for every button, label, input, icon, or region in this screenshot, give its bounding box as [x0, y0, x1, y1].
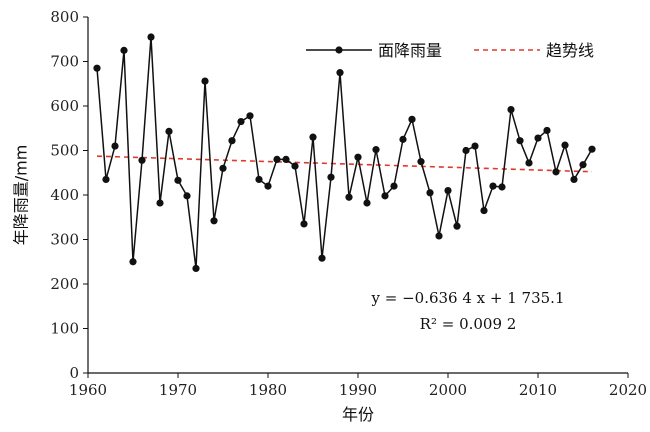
trend-line-layer — [96, 155, 593, 173]
rainfall-point — [399, 135, 407, 143]
x-tick-label: 1960 — [69, 381, 107, 399]
rainfall-point — [408, 115, 416, 123]
rainfall-point — [192, 264, 200, 273]
y-tick-label: 400 — [50, 186, 79, 204]
rainfall-point — [570, 175, 578, 184]
rainfall-point — [102, 175, 110, 184]
y-tick-label: 700 — [50, 53, 79, 71]
rainfall-point — [264, 182, 272, 190]
rainfall-point — [507, 105, 515, 114]
y-tick-label: 500 — [50, 142, 79, 160]
legend-label: 趋势线 — [546, 41, 594, 60]
rainfall-point — [336, 69, 344, 77]
rainfall-point — [147, 33, 155, 41]
rainfall-point — [273, 155, 281, 163]
rainfall-point — [462, 146, 470, 155]
rainfall-point — [480, 206, 488, 215]
rainfall-point — [246, 112, 254, 120]
y-tick-label: 300 — [50, 231, 79, 249]
rainfall-point — [120, 46, 128, 54]
rainfall-point — [435, 232, 443, 240]
x-tick-label: 1970 — [159, 381, 197, 399]
rainfall-point — [183, 192, 191, 200]
rainfall-point — [201, 77, 209, 85]
y-tick-label: 800 — [50, 8, 79, 26]
rainfall-point — [471, 142, 479, 150]
x-tick-label: 1990 — [339, 381, 377, 399]
rainfall-point — [516, 137, 524, 145]
rainfall-point — [381, 192, 389, 200]
rainfall-point — [237, 117, 245, 126]
rainfall-point — [165, 127, 173, 135]
legend: 面降雨量 趋势线 — [306, 41, 594, 60]
rainfall-point — [174, 176, 182, 184]
rainfall-point — [111, 142, 119, 150]
axes: 0 100 200 300 400 500 600 700 800 1960 1970 1980 199… — [50, 8, 647, 399]
rainfall-point — [444, 186, 452, 195]
rainfall-point — [282, 155, 290, 163]
y-tick-label: 200 — [50, 275, 79, 293]
rainfall-point — [543, 126, 551, 135]
rainfall-point — [228, 137, 236, 145]
rainfall-point — [318, 254, 326, 262]
regression-equation: y = −0.636 4 x + 1 735.1 — [371, 289, 565, 307]
rainfall-point — [138, 156, 146, 164]
rainfall-point — [129, 258, 137, 266]
rainfall-point — [327, 173, 335, 181]
regression-annotation: y = −0.636 4 x + 1 735.1 R² = 0.009 2 — [371, 289, 565, 333]
y-tick-label: 100 — [50, 320, 79, 338]
y-tick-label: 600 — [50, 97, 79, 115]
rainfall-point — [552, 168, 560, 176]
rainfall-series-layer — [93, 33, 596, 273]
rainfall-point — [498, 183, 506, 191]
rainfall-point — [363, 199, 371, 207]
rainfall-point — [255, 175, 263, 184]
rainfall-point — [561, 141, 569, 149]
rainfall-point — [588, 145, 596, 153]
rainfall-point — [291, 162, 299, 170]
rainfall-point — [534, 134, 542, 142]
rainfall-point — [390, 182, 398, 190]
rainfall-point — [354, 153, 362, 161]
rainfall-point — [372, 146, 380, 154]
x-tick-label: 2000 — [429, 381, 467, 399]
rainfall-point — [210, 217, 218, 225]
legend-label: 面降雨量 — [378, 41, 442, 60]
y-tick-label: 0 — [69, 364, 79, 382]
rainfall-point — [453, 222, 461, 230]
rainfall-point — [426, 189, 434, 197]
x-tick-label: 2010 — [519, 381, 557, 399]
r-squared: R² = 0.009 2 — [420, 315, 517, 333]
rainfall-point — [489, 182, 497, 190]
legend-marker-swatch — [335, 46, 343, 54]
rainfall-point — [309, 133, 317, 141]
rainfall-point — [345, 193, 353, 201]
x-axis-title: 年份 — [342, 405, 374, 424]
rainfall-point — [300, 220, 308, 228]
y-axis-title: 年降雨量/mm — [12, 145, 31, 246]
trend-line — [96, 155, 593, 173]
rainfall-point — [156, 199, 164, 207]
rainfall-point — [219, 164, 227, 172]
rainfall-point — [417, 158, 425, 166]
rainfall-point — [579, 161, 587, 169]
rainfall-line — [96, 36, 593, 270]
rainfall-point — [93, 64, 101, 72]
x-tick-label: 2020 — [609, 381, 647, 399]
x-tick-label: 1980 — [249, 381, 287, 399]
rainfall-point — [525, 159, 533, 167]
